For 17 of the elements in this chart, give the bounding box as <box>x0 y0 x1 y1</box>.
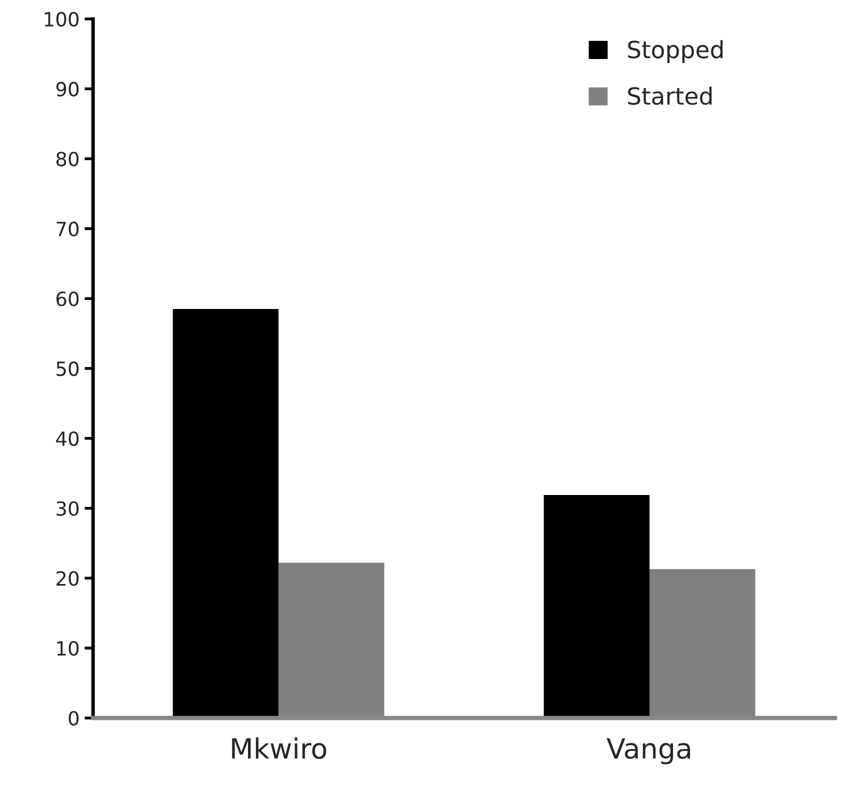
y-tick-label: 20 <box>56 571 79 586</box>
y-tick-label: 60 <box>56 292 79 306</box>
y-tick-label: 0 <box>68 710 79 726</box>
y-tick-label: 80 <box>56 152 79 166</box>
y-tick-label: 30 <box>56 501 79 516</box>
legend-label: Stopped <box>628 40 723 64</box>
y-tick-label: 100 <box>44 12 79 27</box>
y-tick-label: 50 <box>56 361 79 376</box>
bar <box>172 309 279 718</box>
x-tick-label: Vanga <box>606 738 690 764</box>
y-tick-label: 90 <box>56 82 79 97</box>
y-tick-label: 40 <box>56 431 79 446</box>
y-tick-label: 10 <box>57 641 79 656</box>
y-tick-label: 70 <box>56 222 79 236</box>
x-tick-label: Mkwiro <box>232 737 326 759</box>
legend-label: Started <box>628 86 712 105</box>
bar <box>544 494 650 718</box>
